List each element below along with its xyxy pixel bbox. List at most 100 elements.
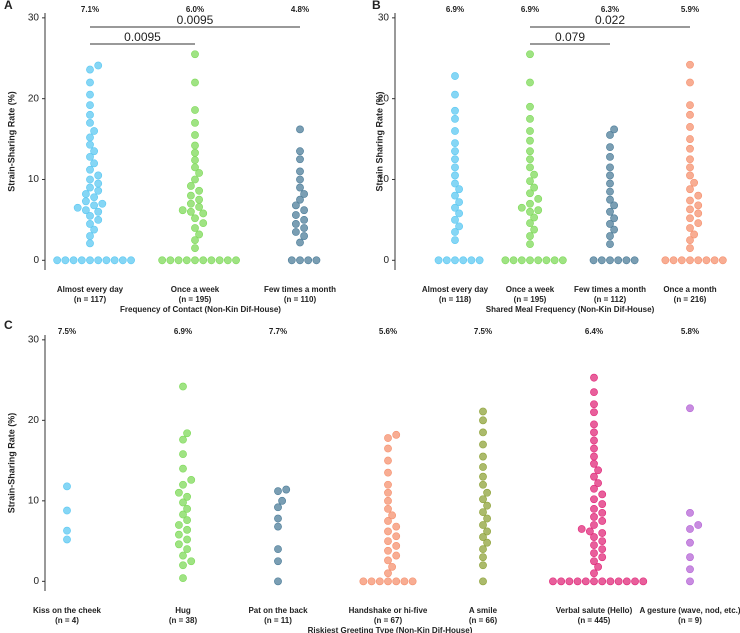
point [186, 199, 195, 208]
point [534, 256, 543, 265]
n-label: (n = 112) [594, 295, 627, 304]
point [606, 171, 614, 180]
point [590, 513, 598, 521]
point [606, 240, 614, 249]
point [526, 177, 534, 186]
point [686, 404, 694, 413]
n-label: (n = 11) [264, 616, 292, 625]
point [590, 533, 598, 541]
point [686, 110, 694, 119]
point [86, 175, 94, 184]
point [686, 214, 694, 223]
point [606, 163, 614, 172]
y-tick-label: 10 [28, 174, 40, 185]
point [442, 256, 451, 265]
x-tick-label: Verbal salute (Hello) [556, 606, 633, 615]
point [63, 526, 71, 535]
point [694, 201, 703, 210]
point [686, 224, 694, 232]
point [174, 256, 183, 265]
point [191, 224, 199, 232]
point [526, 240, 534, 249]
point [90, 193, 99, 202]
point [392, 522, 401, 531]
point [542, 256, 551, 265]
point [590, 428, 598, 437]
point [102, 256, 111, 265]
point [534, 206, 543, 215]
point [483, 538, 492, 547]
point [451, 127, 459, 135]
point [694, 521, 703, 529]
p-value: 0.0095 [124, 30, 161, 44]
rate-label: 6.9% [521, 5, 539, 14]
point [526, 127, 534, 135]
n-label: (n = 66) [469, 616, 498, 625]
point [296, 175, 304, 184]
point [86, 239, 94, 248]
point [73, 203, 82, 212]
point [90, 225, 99, 234]
point [479, 440, 487, 449]
point [81, 190, 90, 198]
n-label: (n = 4) [55, 616, 79, 625]
point [274, 487, 282, 496]
point [384, 488, 392, 497]
point [90, 147, 99, 156]
point [517, 256, 526, 265]
point [590, 400, 598, 409]
point [384, 444, 392, 453]
point [98, 199, 107, 208]
point [530, 213, 539, 222]
point [296, 155, 304, 164]
point [179, 510, 187, 519]
point [526, 189, 534, 198]
x-axis-title: Shared Meal Frequency (Non-Kin Dif-House… [486, 305, 655, 314]
point [694, 256, 703, 265]
x-tick-label: Kiss on the cheek [33, 606, 102, 615]
point [191, 163, 199, 172]
point [686, 135, 694, 143]
point [191, 244, 199, 253]
point [585, 527, 594, 536]
point [534, 194, 543, 203]
point [367, 577, 376, 586]
point [191, 141, 199, 150]
point [598, 500, 607, 508]
point [598, 537, 607, 545]
point [451, 163, 459, 172]
point [86, 78, 94, 87]
x-tick-label: Once a month [663, 285, 716, 294]
point [479, 508, 487, 517]
point [598, 529, 607, 537]
point [614, 577, 623, 586]
rate-label: 6.3% [601, 5, 619, 14]
point [110, 256, 119, 265]
point [232, 256, 240, 265]
point [467, 256, 476, 265]
point [526, 114, 534, 123]
point [590, 444, 598, 453]
y-tick-label: 0 [383, 255, 389, 266]
point [589, 256, 598, 265]
rate-label: 6.9% [446, 5, 464, 14]
point [282, 485, 291, 494]
point [191, 214, 199, 223]
point [94, 61, 103, 70]
point [598, 545, 607, 554]
point [191, 236, 199, 244]
point [590, 521, 598, 529]
point [606, 220, 614, 228]
point [606, 195, 614, 204]
point [526, 199, 534, 208]
n-label: (n = 38) [169, 616, 198, 625]
point [598, 577, 607, 586]
rate-label: 4.8% [291, 5, 309, 14]
y-tick-label: 10 [28, 495, 40, 506]
point [594, 479, 603, 488]
point [191, 156, 199, 164]
point [183, 535, 192, 544]
point [606, 256, 614, 265]
point [86, 232, 94, 240]
point [191, 148, 199, 157]
